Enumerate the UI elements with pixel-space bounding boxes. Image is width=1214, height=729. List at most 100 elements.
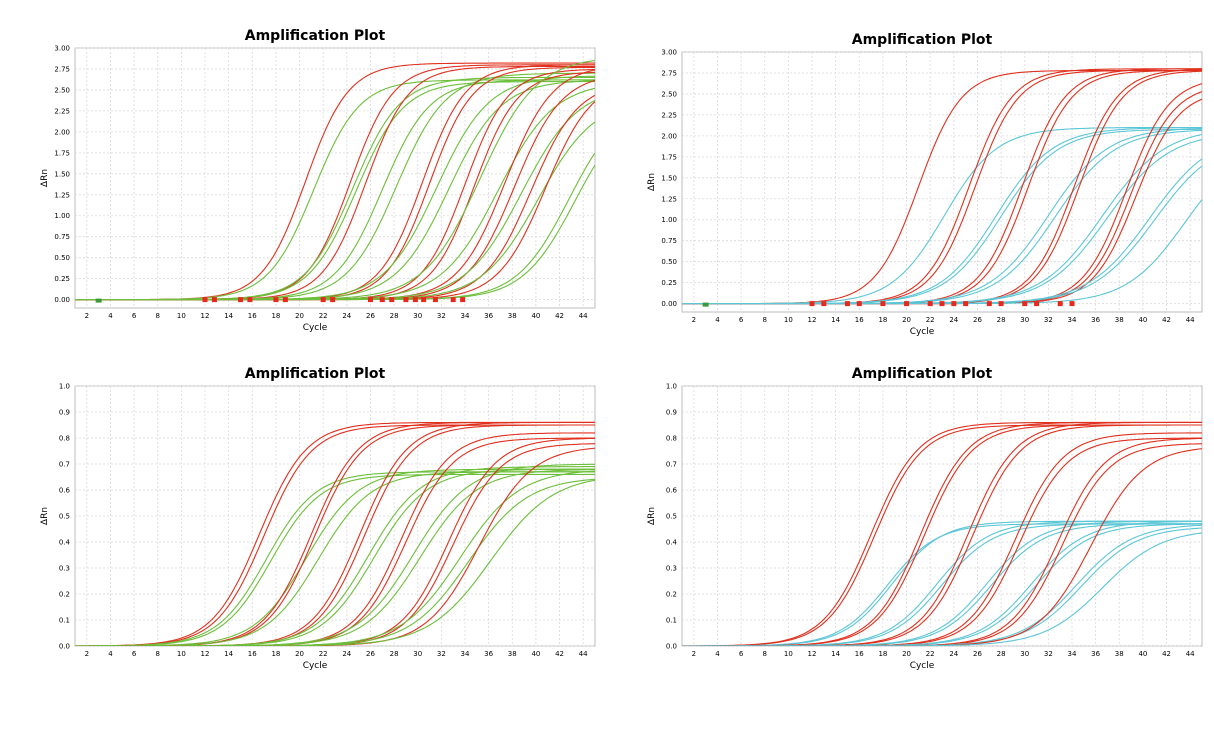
x-axis-label: Cycle	[303, 661, 328, 671]
x-tick-label: 24	[342, 650, 351, 658]
y-tick-label: 0.6	[666, 487, 678, 495]
x-tick-label: 12	[808, 316, 817, 324]
threshold-marker	[273, 297, 279, 303]
x-tick-label: 18	[878, 650, 887, 658]
x-tick-label: 4	[108, 312, 113, 320]
x-tick-label: 16	[248, 650, 257, 658]
y-axis-label: ΔRn	[40, 507, 50, 525]
y-tick-label: 1.0	[666, 383, 677, 391]
y-tick-label: 0.4	[666, 539, 678, 547]
threshold-marker	[320, 297, 326, 303]
chart-panel-top-left: Amplification Plot 2 4 6 8 10 12 14 16 18 20 22 24 26…	[0, 28, 607, 358]
y-tick-label: 2.00	[54, 128, 70, 136]
x-tick-label: 12	[808, 650, 817, 658]
y-tick-label: 0.1	[666, 617, 677, 625]
x-tick-label: 18	[271, 312, 280, 320]
x-tick-label: 4	[715, 650, 720, 658]
x-tick-label: 40	[531, 312, 540, 320]
x-tick-label: 30	[413, 312, 422, 320]
y-tick-label: 1.50	[54, 170, 70, 178]
y-tick-label: 0.25	[54, 275, 70, 283]
y-tick-label: 0.50	[54, 254, 70, 262]
threshold-marker	[809, 301, 815, 307]
amplification-curve-green	[75, 478, 595, 646]
x-tick-label: 44	[1186, 650, 1195, 658]
x-tick-label: 8	[762, 650, 766, 658]
x-tick-label: 16	[248, 312, 257, 320]
amplification-curve-red	[682, 432, 1202, 646]
chart-title: Amplification Plot	[245, 28, 386, 44]
x-tick-label: 2	[85, 312, 89, 320]
y-tick-label: 2.25	[661, 111, 677, 119]
x-tick-label: 10	[177, 650, 186, 658]
x-axis-label: Cycle	[303, 323, 328, 333]
threshold-marker	[904, 301, 910, 307]
x-tick-label: 10	[784, 316, 793, 324]
x-tick-label: 32	[437, 650, 446, 658]
x-tick-label: 42	[555, 650, 564, 658]
threshold-marker	[237, 297, 243, 303]
x-tick-label: 16	[855, 650, 864, 658]
threshold-marker	[821, 301, 827, 307]
x-tick-label: 8	[155, 312, 159, 320]
baseline-marker	[95, 298, 102, 303]
x-tick-label: 12	[201, 312, 210, 320]
chart-panel-bottom-right: Amplification Plot 2 4 6 8 10 12 14 16 18 20 22 24 26…	[607, 366, 1214, 696]
x-tick-label: 26	[366, 650, 375, 658]
x-tick-label: 38	[508, 312, 517, 320]
x-tick-label: 26	[366, 312, 375, 320]
y-tick-label: 3.00	[54, 45, 70, 53]
x-tick-label: 6	[132, 650, 137, 658]
x-tick-label: 28	[390, 312, 399, 320]
amplification-curve-green	[75, 469, 595, 646]
amplification-curve-cyan	[682, 532, 1202, 646]
x-tick-label: 20	[295, 312, 304, 320]
threshold-marker	[211, 297, 217, 303]
x-tick-label: 8	[762, 316, 766, 324]
x-tick-label: 18	[878, 316, 887, 324]
y-tick-label: 1.75	[54, 149, 70, 157]
y-tick-label: 0.9	[59, 409, 70, 417]
y-tick-label: 0.25	[661, 279, 677, 287]
y-tick-label: 0.3	[666, 565, 677, 573]
threshold-marker	[412, 297, 418, 303]
x-tick-label: 10	[784, 650, 793, 658]
x-tick-label: 32	[1044, 650, 1053, 658]
x-tick-label: 36	[1091, 650, 1100, 658]
threshold-marker	[939, 301, 945, 307]
threshold-marker	[951, 301, 957, 307]
x-tick-label: 16	[855, 316, 864, 324]
threshold-marker	[1069, 301, 1075, 307]
threshold-marker	[247, 297, 253, 303]
amplification-curve-green	[75, 463, 595, 646]
x-tick-label: 28	[390, 650, 399, 658]
y-tick-label: 2.50	[661, 90, 677, 98]
y-tick-label: 0.5	[666, 513, 677, 521]
x-tick-label: 30	[1020, 650, 1029, 658]
x-tick-label: 6	[739, 650, 744, 658]
y-tick-label: 2.25	[54, 107, 70, 115]
y-tick-label: 2.75	[54, 65, 70, 73]
x-tick-label: 12	[201, 650, 210, 658]
x-tick-label: 6	[132, 312, 137, 320]
amplification-curve-red	[75, 424, 595, 646]
chart-panel-top-right: Amplification Plot 2 4 6 8 10 12 14 16 18 20 22 24 26…	[607, 32, 1214, 362]
chart-title: Amplification Plot	[852, 366, 993, 382]
curves-group	[75, 421, 595, 646]
threshold-marker	[1057, 301, 1063, 307]
x-tick-label: 38	[508, 650, 517, 658]
amplification-curve-cyan	[682, 520, 1202, 646]
threshold-marker	[450, 297, 456, 303]
threshold-marker	[202, 297, 208, 303]
x-tick-label: 40	[1138, 650, 1147, 658]
x-tick-label: 38	[1115, 650, 1124, 658]
x-tick-label: 34	[461, 650, 470, 658]
amplification-curve-green	[75, 479, 595, 646]
y-tick-label: 0.5	[59, 513, 70, 521]
y-tick-label: 0.2	[666, 591, 677, 599]
y-tick-label: 0.3	[59, 565, 70, 573]
amplification-curve-cyan	[682, 520, 1202, 646]
threshold-marker	[998, 301, 1004, 307]
